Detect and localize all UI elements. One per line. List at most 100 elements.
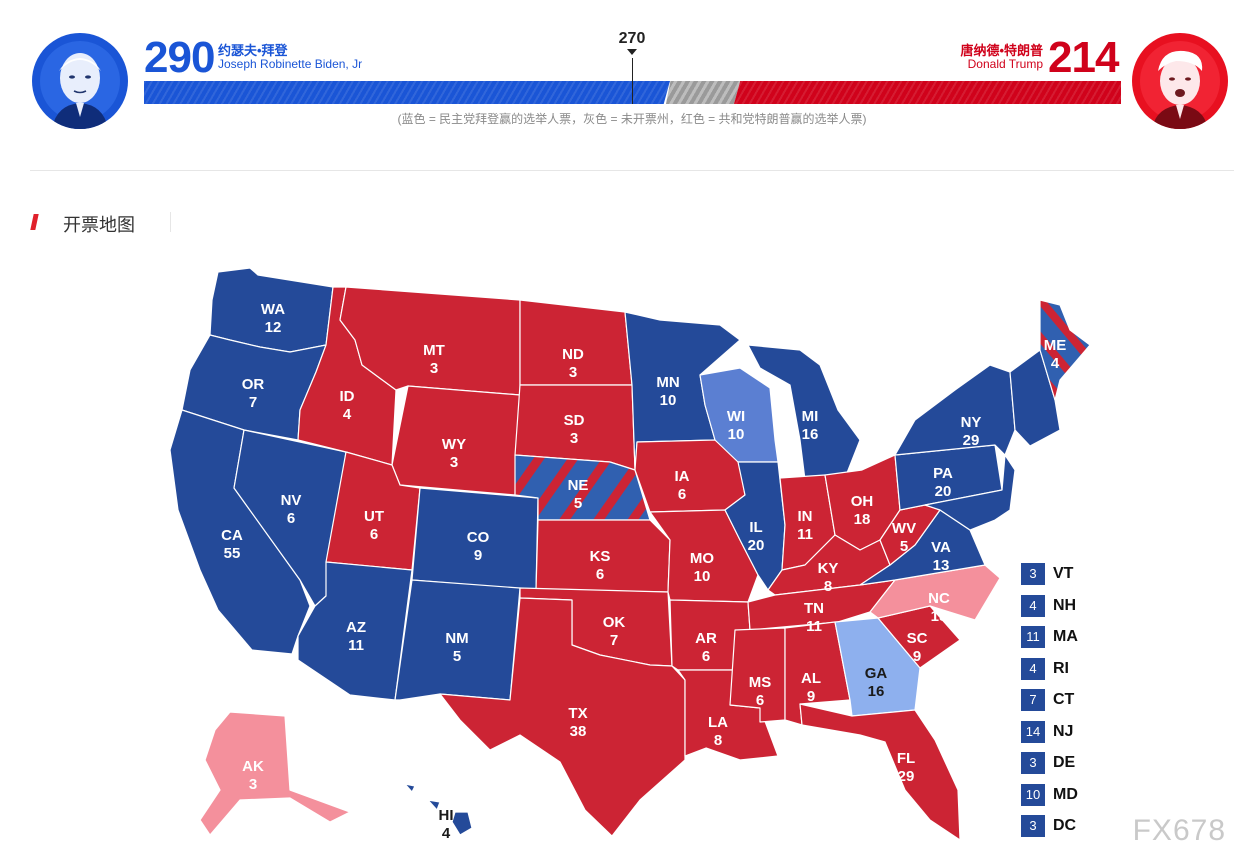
- state-label-ky: KY: [818, 560, 839, 577]
- small-state-ct[interactable]: 7 CT: [1021, 689, 1101, 711]
- state-label-mi: MI: [802, 408, 819, 425]
- small-state-ma[interactable]: 11 MA: [1021, 626, 1101, 648]
- state-votes-sd: 3: [570, 430, 578, 447]
- small-state-abbr: MD: [1053, 785, 1078, 803]
- state-votes-oh: 18: [854, 511, 871, 528]
- state-votes-nc: 15: [931, 608, 948, 625]
- state-ak[interactable]: [199, 711, 351, 836]
- state-az[interactable]: [297, 561, 413, 701]
- small-state-votes: 3: [1021, 563, 1045, 585]
- state-votes-ky: 8: [824, 578, 832, 595]
- state-me[interactable]: [1039, 299, 1091, 401]
- state-tx[interactable]: [439, 597, 686, 837]
- state-votes-ok: 7: [610, 632, 618, 649]
- state-label-al: AL: [801, 670, 821, 687]
- state-label-in: IN: [798, 508, 813, 525]
- state-mid-atlantic[interactable]: [924, 454, 1016, 531]
- small-state-de[interactable]: 3 DE: [1021, 752, 1101, 774]
- biden-electoral-votes: 290: [144, 33, 215, 82]
- state-votes-mi: 16: [802, 426, 819, 443]
- small-state-abbr: NJ: [1053, 722, 1074, 740]
- small-state-abbr: NH: [1053, 596, 1077, 614]
- state-label-ne: NE: [568, 477, 589, 494]
- small-state-dc[interactable]: 3 DC: [1021, 815, 1101, 837]
- state-label-sc: SC: [907, 630, 928, 647]
- small-state-abbr: DE: [1053, 754, 1076, 771]
- state-label-ca: CA: [221, 527, 243, 544]
- small-state-vt[interactable]: 3 VT: [1021, 563, 1101, 585]
- small-state-votes: 7: [1021, 689, 1045, 711]
- state-label-ok: OK: [603, 614, 626, 631]
- small-state-abbr: CT: [1053, 691, 1075, 708]
- state-label-or: OR: [242, 376, 265, 393]
- header-divider: [30, 170, 1234, 171]
- state-votes-ak: 3: [249, 776, 257, 793]
- state-label-mn: MN: [656, 374, 679, 391]
- state-label-ak: AK: [242, 758, 264, 775]
- state-label-wi: WI: [727, 408, 745, 425]
- state-wy[interactable]: [391, 385, 521, 496]
- small-state-votes: 10: [1021, 783, 1045, 806]
- small-state-votes: 4: [1021, 594, 1045, 617]
- state-label-mt: MT: [423, 342, 445, 359]
- state-votes-wv: 5: [900, 538, 908, 555]
- state-label-mo: MO: [690, 550, 714, 567]
- small-state-abbr: DC: [1053, 817, 1077, 834]
- state-votes-az: 11: [348, 637, 364, 654]
- small-state-votes: 3: [1021, 752, 1045, 774]
- state-label-ny: NY: [961, 414, 982, 431]
- biden-avatar: [32, 33, 128, 129]
- state-label-tx: TX: [568, 705, 587, 722]
- state-votes-mn: 10: [660, 392, 677, 409]
- trump-electoral-votes: 214: [1048, 33, 1119, 82]
- state-votes-id: 4: [343, 406, 352, 423]
- state-votes-al: 9: [807, 688, 815, 705]
- state-label-va: VA: [931, 539, 951, 556]
- state-votes-nd: 3: [569, 364, 577, 381]
- state-votes-or: 7: [249, 394, 257, 411]
- state-votes-ut: 6: [370, 526, 378, 543]
- section-title: 开票地图: [63, 215, 135, 235]
- state-votes-tn: 11: [806, 618, 822, 635]
- state-votes-nm: 5: [453, 648, 461, 665]
- watermark: FX678: [1132, 814, 1226, 847]
- state-label-ms: MS: [749, 674, 772, 691]
- small-state-votes: 14: [1021, 720, 1045, 743]
- state-votes-tx: 38: [570, 723, 587, 740]
- small-state-nj[interactable]: 14 NJ: [1021, 720, 1101, 743]
- biden-name-cn: 约瑟夫•拜登: [218, 43, 288, 58]
- state-votes-mo: 10: [694, 568, 711, 585]
- section-separator: [170, 212, 171, 232]
- state-fl[interactable]: [799, 703, 961, 841]
- state-votes-la: 8: [714, 732, 722, 749]
- state-votes-ms: 6: [756, 692, 764, 709]
- state-label-ar: AR: [695, 630, 717, 647]
- state-label-me: ME: [1044, 337, 1067, 354]
- state-votes-ia: 6: [678, 486, 686, 503]
- state-label-ia: IA: [675, 468, 690, 485]
- small-state-nh[interactable]: 4 NH: [1021, 594, 1101, 617]
- state-votes-ny: 29: [963, 432, 980, 449]
- state-label-hi: HI: [439, 807, 454, 824]
- state-votes-co: 9: [474, 547, 482, 564]
- state-votes-nv: 6: [287, 510, 295, 527]
- state-label-ga: GA: [865, 665, 888, 682]
- state-ny[interactable]: [894, 364, 1016, 456]
- threshold-label: 270: [618, 30, 646, 47]
- color-legend-note: (蓝色 = 民主党拜登赢的选举人票，灰色 = 未开票州，红色 = 共和党特朗普赢…: [397, 112, 867, 126]
- state-votes-me: 4: [1051, 355, 1060, 372]
- state-hi[interactable]: [404, 783, 473, 836]
- small-state-votes: 3: [1021, 815, 1045, 837]
- threshold-arrow-icon: [627, 49, 637, 55]
- small-state-md[interactable]: 10 MD: [1021, 783, 1101, 806]
- state-votes-fl: 29: [898, 768, 915, 785]
- small-state-ri[interactable]: 4 RI: [1021, 657, 1101, 680]
- state-label-fl: FL: [897, 750, 915, 767]
- state-votes-mt: 3: [430, 360, 438, 377]
- state-votes-pa: 20: [935, 483, 952, 500]
- state-votes-il: 20: [748, 537, 765, 554]
- state-votes-hi: 4: [442, 825, 451, 842]
- state-votes-ks: 6: [596, 566, 604, 583]
- small-state-abbr: RI: [1053, 659, 1069, 677]
